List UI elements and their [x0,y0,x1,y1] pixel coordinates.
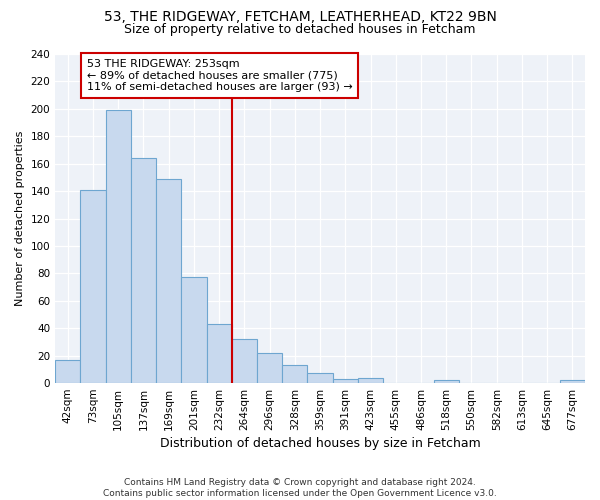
Bar [131,158,156,383]
Bar [181,278,206,383]
Bar [307,374,332,383]
Text: Size of property relative to detached houses in Fetcham: Size of property relative to detached ho… [124,22,476,36]
Bar [358,378,383,383]
Bar [106,110,131,383]
Text: Contains HM Land Registry data © Crown copyright and database right 2024.
Contai: Contains HM Land Registry data © Crown c… [103,478,497,498]
Bar [434,380,459,383]
X-axis label: Distribution of detached houses by size in Fetcham: Distribution of detached houses by size … [160,437,481,450]
Bar [332,379,358,383]
Bar [156,179,181,383]
Y-axis label: Number of detached properties: Number of detached properties [15,131,25,306]
Bar [80,190,106,383]
Bar [232,339,257,383]
Bar [206,324,232,383]
Bar [282,365,307,383]
Text: 53, THE RIDGEWAY, FETCHAM, LEATHERHEAD, KT22 9BN: 53, THE RIDGEWAY, FETCHAM, LEATHERHEAD, … [104,10,496,24]
Bar [55,360,80,383]
Bar [257,353,282,383]
Text: 53 THE RIDGEWAY: 253sqm
← 89% of detached houses are smaller (775)
11% of semi-d: 53 THE RIDGEWAY: 253sqm ← 89% of detache… [87,59,353,92]
Bar [560,380,585,383]
